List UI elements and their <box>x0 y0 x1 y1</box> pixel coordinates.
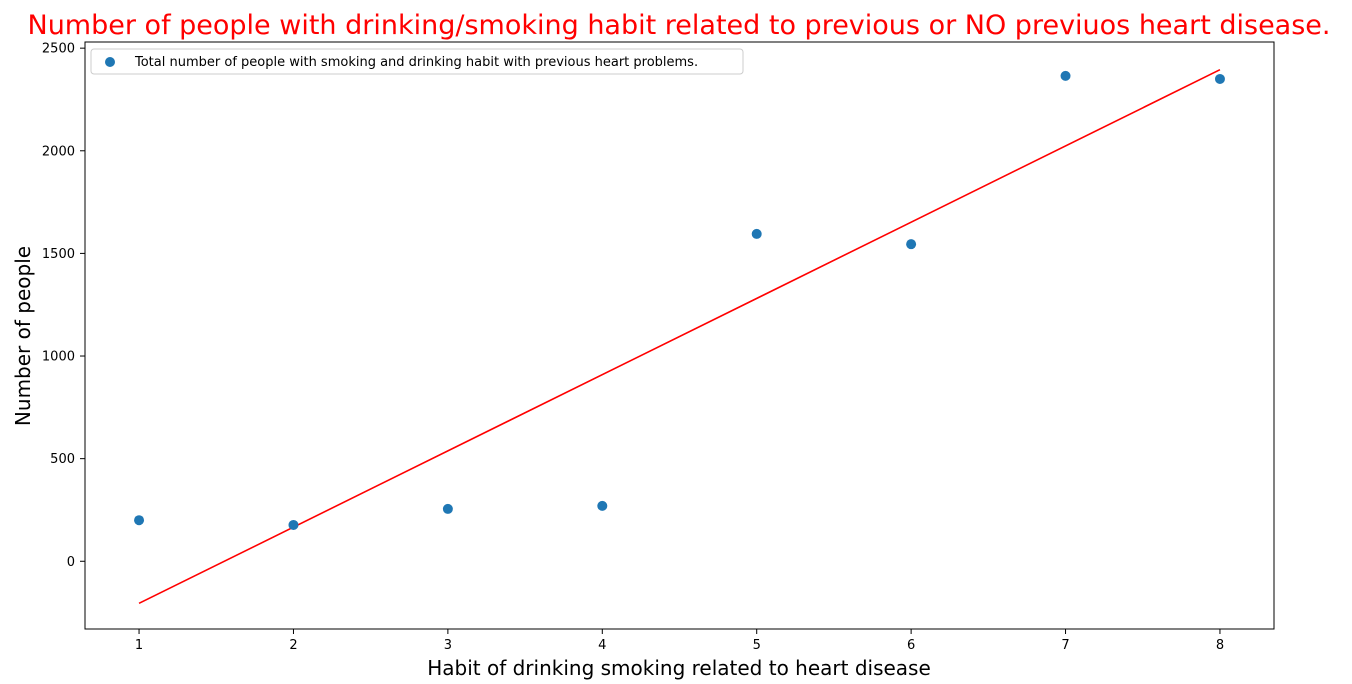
y-tick-label: 2500 <box>42 42 75 57</box>
x-tick-label: 1 <box>135 638 143 653</box>
y-tick-label: 1500 <box>42 247 75 262</box>
y-tick-label: 0 <box>67 555 75 570</box>
y-tick-label: 1000 <box>42 350 75 365</box>
x-tick-label: 6 <box>907 638 915 653</box>
data-point <box>1214 73 1225 84</box>
legend-label: Total number of people with smoking and … <box>134 55 698 70</box>
x-tick-label: 5 <box>753 638 761 653</box>
data-point <box>906 239 917 250</box>
legend: Total number of people with smoking and … <box>90 48 744 75</box>
x-tick-label: 3 <box>444 638 452 653</box>
data-point <box>288 519 299 530</box>
trend-line <box>138 68 1221 605</box>
x-tick-label: 8 <box>1216 638 1224 653</box>
x-tick-label: 4 <box>598 638 606 653</box>
data-point <box>1060 70 1071 81</box>
y-tick-label: 2000 <box>42 144 75 159</box>
x-axis-label: Habit of drinking smoking related to hea… <box>427 656 931 680</box>
data-point <box>597 500 608 511</box>
plot-area <box>84 41 1275 630</box>
data-point <box>134 515 145 526</box>
y-tick-label: 500 <box>50 452 75 467</box>
data-point <box>442 503 453 514</box>
x-tick-label: 2 <box>289 638 297 653</box>
legend-box <box>90 48 744 75</box>
legend-marker <box>105 57 115 67</box>
data-point <box>751 228 762 239</box>
y-axis: 0 500 1000 1500 2000 2500 <box>42 42 85 570</box>
chart-title: Number of people with drinking/smoking h… <box>28 10 1331 41</box>
x-axis: 1 2 3 4 5 6 7 8 <box>135 629 1224 653</box>
trend-line-series <box>138 68 1221 605</box>
x-tick-label: 7 <box>1061 638 1069 653</box>
scatter-series <box>134 70 1225 530</box>
y-axis-label: Number of people <box>11 246 35 426</box>
